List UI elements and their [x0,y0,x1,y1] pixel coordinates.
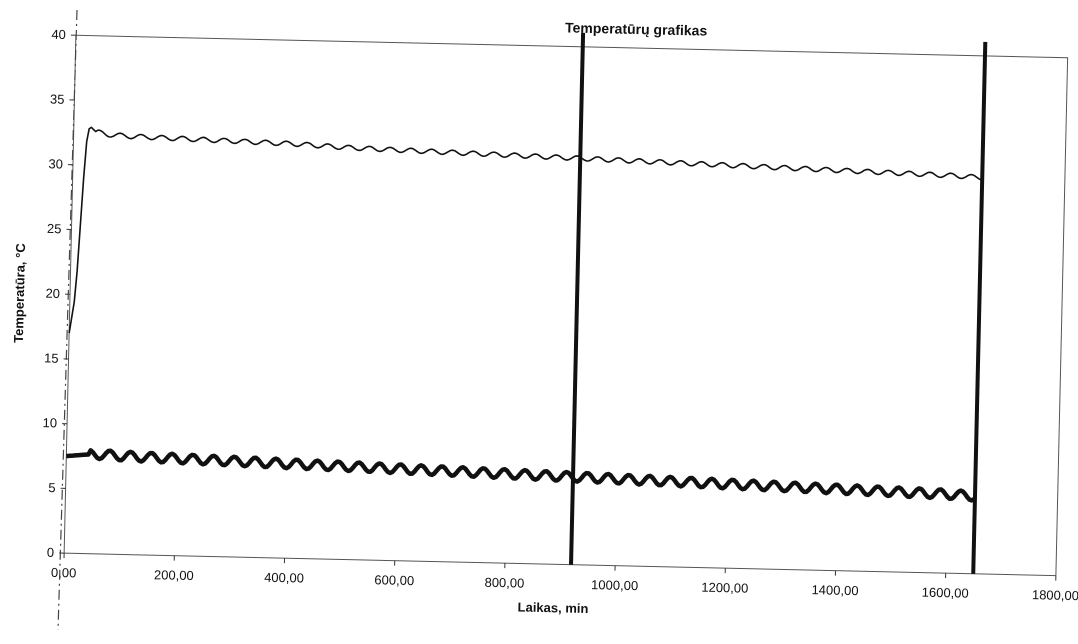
x-tick-label: 1400,00 [811,582,858,598]
y-tick-label: 20 [45,286,60,301]
y-tick-label: 40 [51,27,66,42]
y-tick-label: 15 [44,350,59,365]
x-tick-label: 1000,00 [591,577,638,593]
vertical-marker-line [973,42,985,574]
y-tick-label: 35 [50,91,65,106]
y-tick-label: 0 [47,545,55,560]
x-tick-label: 400,00 [264,570,304,586]
x-tick-label: 0,00 [51,565,77,581]
y-axis-ticks: 0 5 10 15 20 25 30 35 40 [40,27,77,560]
chart-title: Temperatūrų grafikas [565,19,708,38]
x-axis-label: Laikas, min [517,599,588,616]
y-axis-label: Temperatūra, °C [11,243,28,344]
y-tick-label: 25 [47,221,62,236]
series-line-1 [69,127,982,354]
series-layer [66,127,982,500]
x-tick-label: 1200,00 [701,580,748,596]
x-tick-label: 1600,00 [922,585,969,601]
x-axis-ticks: 0,00 200,00 400,00 600,00 800,00 1000,00 1200,… [51,553,1078,603]
x-tick-label: 200,00 [154,567,194,583]
series-line-2 [66,450,975,501]
x-tick-label: 600,00 [374,572,414,588]
x-tick-label: 1800,00 [1032,587,1078,603]
vertical-marker-line [571,33,583,565]
y-tick-label: 30 [48,156,63,171]
plot-area [64,35,1067,575]
x-tick-label: 800,00 [484,575,524,591]
y-tick-label: 5 [48,480,56,495]
y-tick-label: 10 [42,415,57,430]
